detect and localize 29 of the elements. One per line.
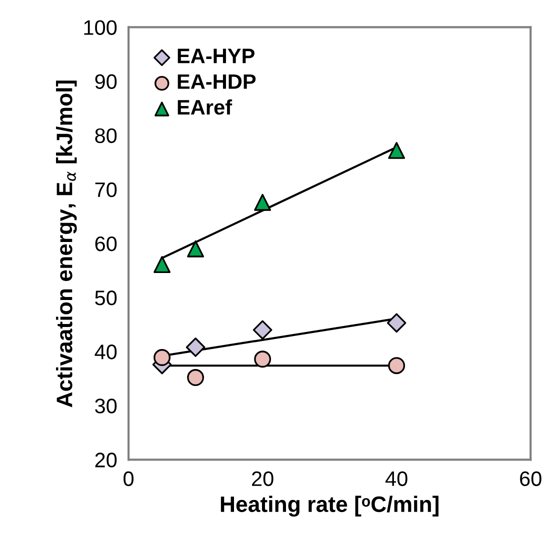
- x-tick-label: 0: [124, 471, 134, 486]
- point: [386, 313, 406, 333]
- point: [186, 338, 206, 357]
- legend-label: EAref: [178, 99, 232, 115]
- point: [154, 256, 171, 273]
- point: [254, 350, 272, 368]
- x-tick-label: 20: [252, 471, 274, 486]
- y-axis-title: Activaation energy, E$_{α}$ [kJ/mol]: [56, 80, 77, 408]
- y-tick-label: 30: [95, 398, 117, 414]
- x-axis-title: Heating rate [ᵒC/min]: [220, 496, 438, 517]
- y-tick-label: 40: [94, 344, 117, 360]
- y-tick-label: 20: [95, 452, 117, 468]
- point: [254, 194, 272, 211]
- y-tick-label: 60: [95, 236, 117, 252]
- y-tick-label: 80: [95, 128, 117, 144]
- y-tick-label: 90: [95, 74, 117, 90]
- legend-label: EA-HYP: [178, 48, 254, 64]
- y-tick-label: 70: [95, 182, 117, 198]
- point: [187, 240, 204, 258]
- point: [388, 357, 406, 374]
- point: [388, 142, 406, 159]
- point: [154, 349, 171, 366]
- legend-label: EA-HDP: [178, 74, 256, 89]
- x-tick-label: 40: [385, 471, 408, 486]
- y-tick-label: 100: [84, 20, 117, 35]
- y-tick-label: 50: [95, 290, 117, 306]
- point: [252, 320, 272, 340]
- point: [187, 369, 204, 386]
- x-tick-label: 60: [520, 471, 542, 486]
